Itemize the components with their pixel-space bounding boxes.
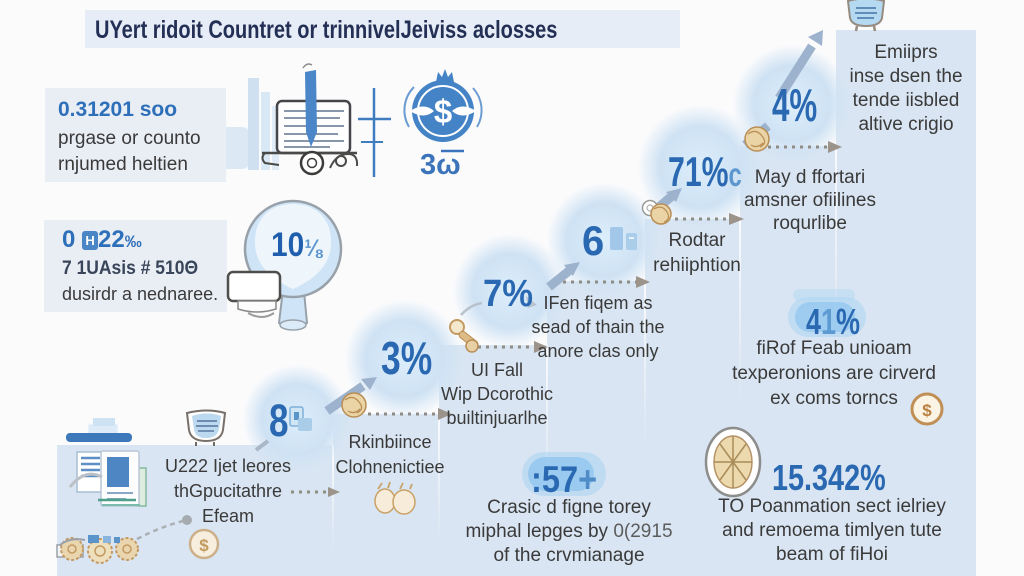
svg-text:3ω: 3ω (420, 149, 461, 181)
svg-text:$: $ (434, 93, 452, 130)
svg-text:$: $ (199, 536, 209, 555)
svg-text:$: $ (922, 401, 932, 420)
